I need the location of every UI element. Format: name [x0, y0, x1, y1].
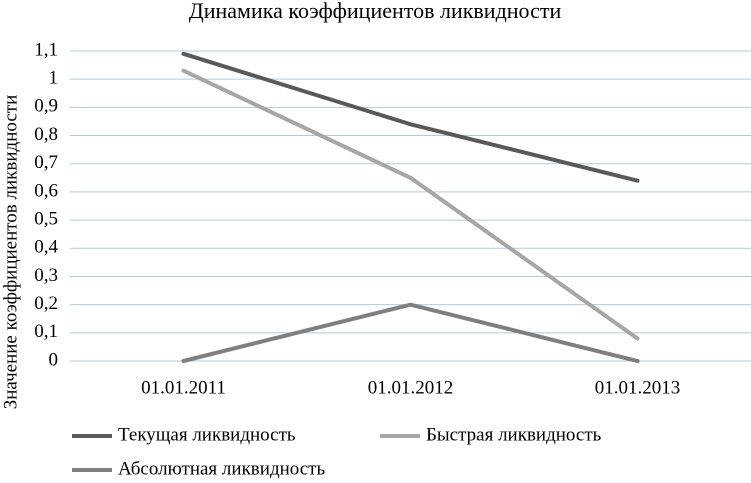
series-line — [181, 68, 640, 341]
series-line — [181, 302, 640, 363]
y-tick-label: 0,7 — [34, 152, 58, 173]
y-tick-label: 0,5 — [34, 208, 58, 229]
y-tick-label: 1 — [49, 68, 59, 89]
y-tick-label: 1,1 — [34, 39, 58, 60]
legend-label: Текущая ликвидность — [118, 424, 296, 445]
x-tick-label: 01.01.2013 — [595, 377, 681, 398]
y-axis-label: Значение коэффициентов ликвидности — [0, 95, 21, 410]
y-tick-label: 0,1 — [34, 321, 58, 342]
y-tick-label: 0,3 — [34, 265, 58, 286]
y-tick-label: 0 — [49, 349, 59, 370]
legend-label: Быстрая ликвидность — [426, 424, 602, 445]
y-tick-label: 0,2 — [34, 293, 58, 314]
y-tick-label: 0,8 — [34, 124, 58, 145]
y-tick-label: 0,9 — [34, 96, 58, 117]
y-tick-label: 0,6 — [34, 180, 58, 201]
x-tick-label: 01.01.2011 — [141, 377, 226, 398]
series-line — [181, 51, 640, 183]
y-tick-label: 0,4 — [34, 237, 58, 258]
chart-title: Динамика коэффициентов ликвидности — [189, 0, 562, 23]
legend-label: Абсолютная ликвидность — [118, 458, 325, 479]
x-tick-label: 01.01.2012 — [368, 377, 454, 398]
